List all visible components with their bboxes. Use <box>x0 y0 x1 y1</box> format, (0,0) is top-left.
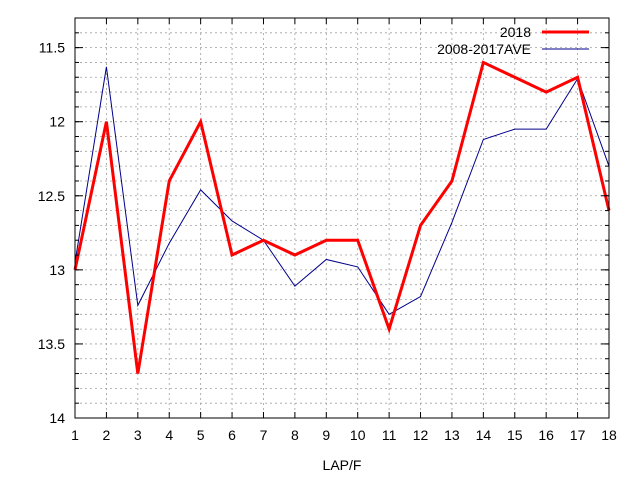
x-tick-label: 1 <box>71 427 79 443</box>
y-tick-label: 13 <box>49 262 65 278</box>
x-tick-label: 14 <box>476 427 492 443</box>
y-tick-label: 11.5 <box>39 40 65 56</box>
series-lines <box>73 60 611 374</box>
x-tick-label: 7 <box>260 427 268 443</box>
series-line-average <box>74 66 610 315</box>
axis-ticks: 1 2 3 4 5 6 7 8 9 10 11 12 13 14 15 16 17 1811.51212.5131… <box>38 17 617 443</box>
x-tick-label: 16 <box>538 427 554 443</box>
x-tick-label: 18 <box>601 427 617 443</box>
series-line-current-year <box>73 60 611 374</box>
x-tick-label: 11 <box>382 427 397 443</box>
x-tick-label: 3 <box>134 427 142 443</box>
x-tick-label: 12 <box>413 427 429 443</box>
x-tick-label: 10 <box>350 427 366 443</box>
grid <box>74 17 610 419</box>
legend-label: 2018 <box>500 24 531 40</box>
x-tick-label: 17 <box>570 427 586 443</box>
x-tick-label: 9 <box>322 427 330 443</box>
x-tick-label: 13 <box>444 427 460 443</box>
x-tick-label: 15 <box>507 427 523 443</box>
x-tick-label: 6 <box>228 427 236 443</box>
plot-frame <box>74 17 610 419</box>
y-tick-label: 12 <box>49 114 65 130</box>
x-tick-label: 8 <box>291 427 299 443</box>
legend-label: 2008-2017AVE <box>437 41 531 57</box>
y-tick-label: 14 <box>49 410 65 426</box>
x-tick-label: 5 <box>197 427 205 443</box>
y-tick-label: 13.5 <box>38 336 65 352</box>
x-axis-label: LAP/F <box>323 457 362 473</box>
x-tick-label: 2 <box>103 427 111 443</box>
y-tick-label: 12.5 <box>38 188 65 204</box>
x-tick-label: 4 <box>165 427 173 443</box>
